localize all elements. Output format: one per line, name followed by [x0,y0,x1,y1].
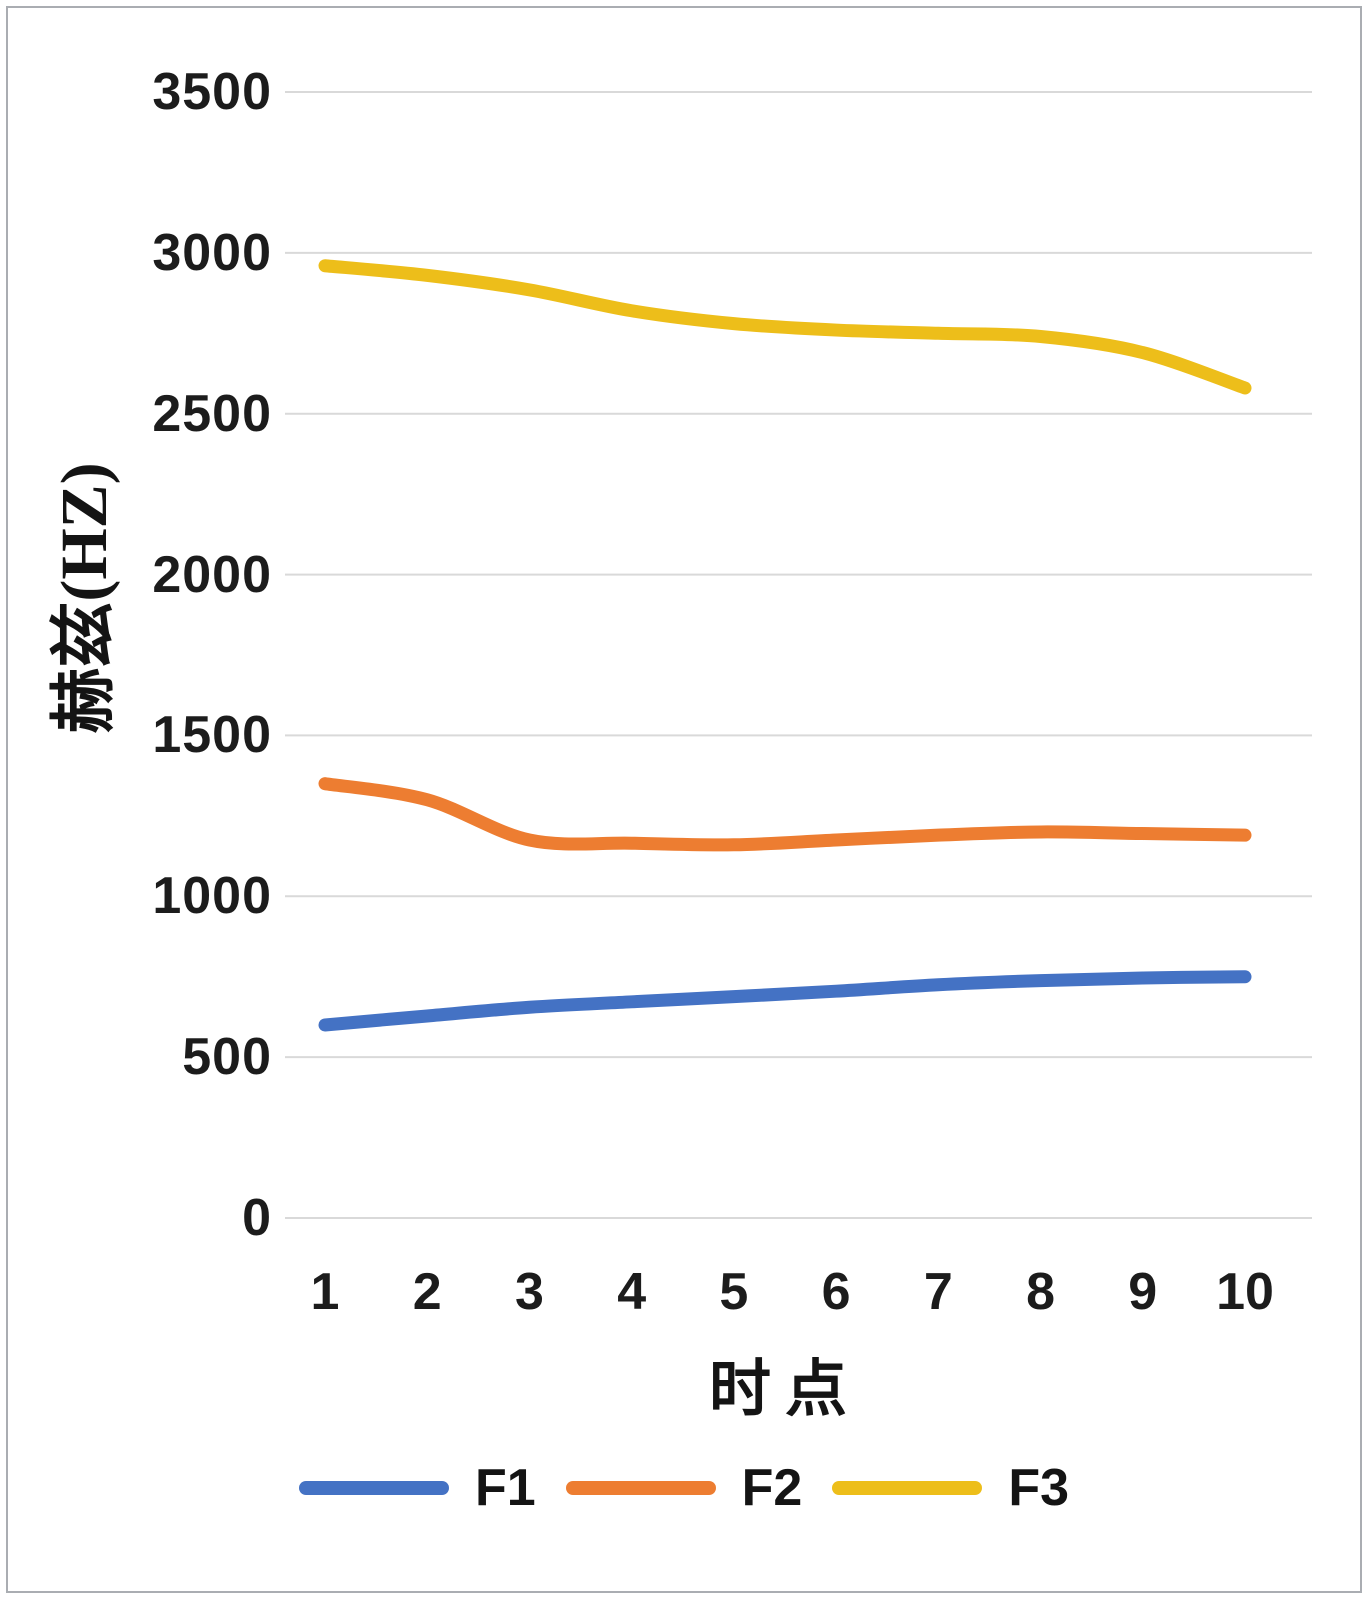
y-tick-label: 3500 [152,63,272,121]
legend-label: F1 [474,1459,536,1517]
series-line-F2 [318,777,1252,852]
x-tick-label: 6 [821,1263,851,1321]
y-tick-label: 2500 [152,384,272,443]
x-tick-label: 1 [310,1263,340,1321]
legend-item-F3: F3 [832,1462,1069,1514]
x-tick-label: 7 [923,1263,953,1321]
y-tick-label: 1000 [152,867,272,926]
x-tick-label: 5 [719,1263,749,1321]
y-axis-title: 赫兹(HZ) [48,462,121,734]
y-tick-label: 3000 [152,223,272,282]
legend-label: F2 [741,1459,803,1517]
x-tick-label: 9 [1128,1263,1158,1321]
x-axis-title: 时点 [708,1355,862,1424]
legend-item-F2: F2 [565,1459,803,1517]
x-tick-label: 10 [1216,1263,1274,1321]
legend-item-F1: F1 [298,1459,536,1517]
legend-label: F3 [1008,1459,1070,1517]
series-line-F3 [318,259,1252,395]
y-tick-label: 0 [242,1189,272,1247]
x-tick-label: 8 [1026,1263,1055,1321]
legend-swatch-F1 [298,1481,449,1495]
y-tick-label: 2000 [152,545,272,604]
x-tick-label: 2 [412,1263,442,1321]
legend-swatch-F2 [565,1481,716,1495]
y-tick-label: 1500 [152,706,272,765]
chart-frame [6,6,1362,1593]
legend: F1 F2 F3 [0,1462,1368,1514]
x-tick-label: 4 [617,1263,647,1321]
legend-swatch-F3 [832,1481,983,1495]
x-tick-label: 3 [514,1263,544,1321]
y-tick-label: 500 [182,1028,272,1087]
series-line-F1 [318,970,1252,1032]
